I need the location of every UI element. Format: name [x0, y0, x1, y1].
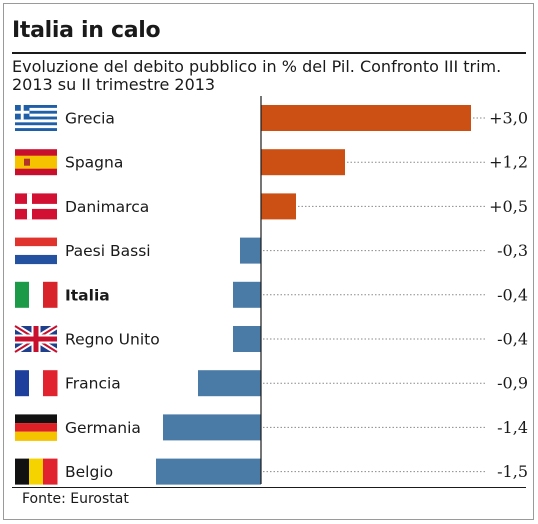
value-label-belgio: -1,5 — [497, 462, 528, 481]
denmark-flag-icon — [15, 193, 57, 220]
bar-italia — [233, 281, 261, 308]
category-label-francia: Francia — [65, 375, 121, 393]
greece-flag-icon — [15, 105, 57, 131]
category-label-danimarca: Danimarca — [65, 198, 149, 216]
bars — [156, 105, 471, 485]
bar-belgio — [156, 458, 261, 485]
value-label-danimarca: +0,5 — [489, 197, 528, 216]
bar-grecia — [261, 105, 471, 131]
flag-icons — [13, 105, 59, 485]
netherlands-flag-icon — [15, 237, 57, 265]
value-label-francia: -0,9 — [497, 374, 528, 393]
value-label-italia: -0,4 — [497, 285, 528, 304]
bar-germania — [163, 414, 261, 441]
category-label-italia: Italia — [65, 286, 110, 304]
bar-paesi-bassi — [240, 237, 261, 264]
chart-frame — [3, 3, 534, 520]
value-labels: +3,0 +1,2 +0,5 -0,3 -0,4 -0,4 -0,9 -1,4 -1,5 — [489, 109, 528, 482]
value-label-regno-unito: -0,4 — [497, 330, 528, 349]
value-label-grecia: +3,0 — [489, 109, 528, 128]
chart-title: Italia in calo — [12, 18, 161, 43]
source-note: Fonte: Eurostat — [22, 491, 129, 507]
category-label-belgio: Belgio — [65, 463, 113, 481]
category-label-grecia: Grecia — [65, 110, 115, 128]
category-label-spagna: Spagna — [65, 154, 123, 172]
value-label-germania: -1,4 — [497, 418, 528, 437]
italy-flag-icon — [15, 281, 58, 308]
category-label-regno-unito: Regno Unito — [65, 331, 160, 349]
france-flag-icon — [15, 370, 58, 397]
bar-francia — [198, 370, 261, 397]
bar-spagna — [261, 149, 345, 176]
spain-flag-icon — [15, 149, 57, 176]
category-label-germania: Germania — [65, 419, 141, 437]
bar-danimarca — [261, 193, 296, 220]
title-rule — [12, 52, 526, 54]
chart-subtitle: Evoluzione del debito pubblico in % del … — [12, 57, 502, 94]
uk-flag-icon — [13, 323, 59, 355]
category-labels: Grecia Spagna Danimarca Paesi Bassi Italia Re… — [65, 110, 160, 482]
source-rule — [12, 487, 526, 488]
value-label-paesi-bassi: -0,3 — [497, 241, 528, 260]
category-label-paesi-bassi: Paesi Bassi — [65, 242, 151, 260]
belgium-flag-icon — [15, 458, 58, 485]
germany-flag-icon — [15, 414, 57, 441]
bar-regno-unito — [233, 326, 261, 352]
value-label-spagna: +1,2 — [489, 153, 528, 172]
